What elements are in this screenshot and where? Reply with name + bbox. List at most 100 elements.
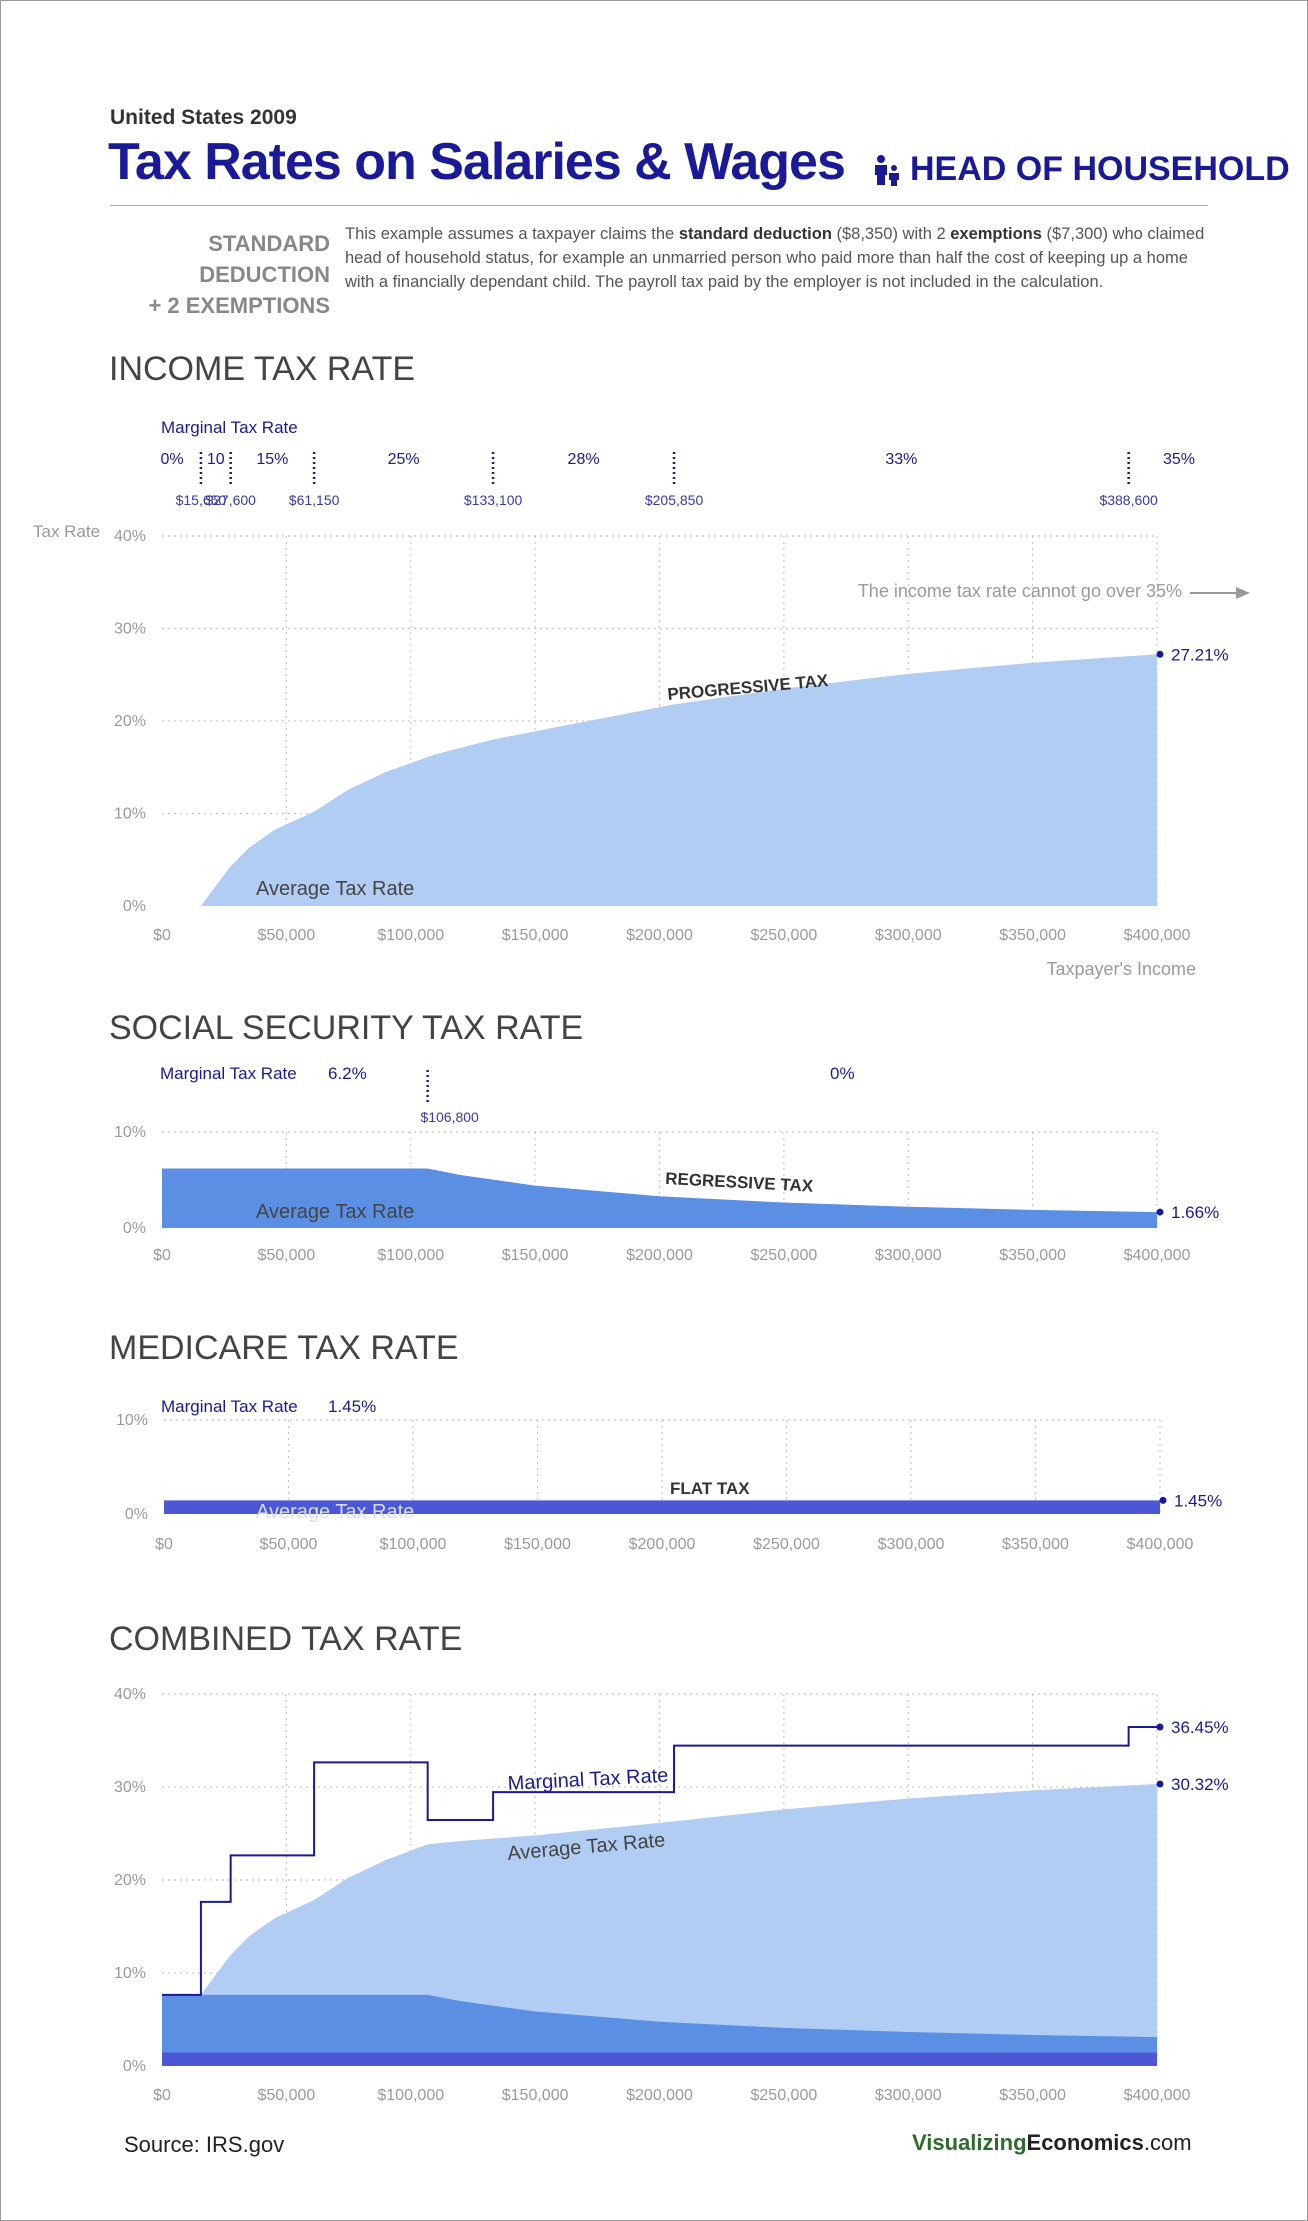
income-y-tick-label: 30%: [114, 621, 146, 638]
income-bracket-rate: 28%: [568, 451, 600, 468]
desc-part-2: ($8,350) with 2: [831, 225, 951, 243]
family-icon: [875, 154, 899, 186]
income-y-tick-label: 40%: [114, 528, 146, 545]
page-title: Tax Rates on Salaries & Wages: [108, 133, 846, 191]
medicare-x-tick-label: $350,000: [1002, 1536, 1069, 1553]
income-x-tick-label: $300,000: [875, 927, 942, 944]
medicare-average-label: Average Tax Rate: [256, 1501, 414, 1523]
description: This example assumes a taxpayer claims t…: [345, 222, 1215, 294]
income-x-tick-label: $350,000: [999, 927, 1066, 944]
combined-section-title: COMBINED TAX RATE: [109, 1620, 463, 1658]
combined-x-tick-label: $150,000: [502, 2087, 569, 2104]
desc-part-1: This example assumes a taxpayer claims t…: [345, 225, 679, 243]
medicare-end-dot: [1159, 1496, 1167, 1504]
social-x-tick-label: $150,000: [502, 1247, 569, 1264]
income-bracket-threshold: $388,600: [1099, 492, 1158, 508]
social-x-tick-label: $400,000: [1124, 1247, 1191, 1264]
combined-marginal-label: Marginal Tax Rate: [507, 1765, 669, 1795]
combined-y-tick-label: 20%: [114, 1872, 146, 1889]
source-note: Source: IRS.gov: [124, 2132, 285, 2157]
social-curve-label: REGRESSIVE TAX: [665, 1169, 814, 1196]
social-y-tick-label: 10%: [114, 1124, 146, 1141]
desc-part-3: ($7,300) who claimed head of household s…: [345, 225, 1205, 291]
social-x-tick-label: $300,000: [875, 1247, 942, 1264]
social-x-tick-label: $0: [153, 1247, 171, 1264]
combined-social-area: [162, 1994, 1157, 2066]
medicare-x-tick-label: $150,000: [504, 1536, 571, 1553]
filing-status: HEAD OF HOUSEHOLD: [872, 150, 1290, 189]
brand-part-3: .com: [1143, 2130, 1192, 2155]
combined-marginal-end-dot: [1156, 1723, 1164, 1731]
arrow-right-icon: [1236, 587, 1250, 599]
combined-x-tick-label: $400,000: [1124, 2087, 1191, 2104]
medicare-x-tick-label: $200,000: [629, 1536, 696, 1553]
income-x-tick-label: $50,000: [257, 927, 315, 944]
income-section-title: INCOME TAX RATE: [109, 350, 416, 388]
income-y-tick-label: 0%: [123, 898, 146, 915]
social-x-tick-label: $100,000: [377, 1247, 444, 1264]
header-divider: [110, 205, 1208, 206]
brand-part-1: Visualizing: [912, 2130, 1027, 2155]
deduction-line-1: STANDARD DEDUCTION: [199, 231, 330, 287]
combined-x-tick-label: $0: [153, 2087, 171, 2104]
medicare-end-value: 1.45%: [1174, 1491, 1222, 1510]
medicare-curve-label: FLAT TAX: [670, 1479, 750, 1498]
combined-y-tick-label: 30%: [114, 1779, 146, 1796]
combined-marginal-end-value: 36.45%: [1171, 1718, 1229, 1737]
medicare-x-tick-label: $250,000: [753, 1536, 820, 1553]
social-x-tick-label: $50,000: [257, 1247, 315, 1264]
medicare-x-tick-label: $300,000: [878, 1536, 945, 1553]
combined-y-tick-label: 10%: [114, 1965, 146, 1982]
income-bracket-rate: 33%: [885, 451, 917, 468]
income-bracket-rate: 35%: [1163, 451, 1195, 468]
income-bracket-threshold: $61,150: [289, 492, 340, 508]
brand-logo: VisualizingEconomics.com: [912, 2130, 1192, 2156]
supertitle: United States 2009: [110, 106, 297, 129]
income-bracket-rate: 15%: [256, 451, 288, 468]
social-x-tick-label: $250,000: [751, 1247, 818, 1264]
medicare-y-tick-label: 10%: [116, 1412, 148, 1429]
combined-x-tick-label: $200,000: [626, 2087, 693, 2104]
income-bracket-rate: 0%: [160, 451, 183, 468]
social-average-label: Average Tax Rate: [256, 1201, 414, 1223]
social-average-area: [162, 1168, 1157, 1228]
income-y-tick-label: 20%: [114, 713, 146, 730]
social-rate-low: 6.2%: [328, 1064, 367, 1083]
income-x-tick-label: $150,000: [502, 927, 569, 944]
social-x-tick-label: $350,000: [999, 1247, 1066, 1264]
combined-marginal-line: [162, 1726, 1157, 1996]
medicare-x-tick-label: $50,000: [260, 1536, 318, 1553]
social-x-tick-label: $200,000: [626, 1247, 693, 1264]
income-cap-note: The income tax rate cannot go over 35%: [858, 581, 1182, 601]
income-bracket-threshold: $133,100: [464, 492, 523, 508]
medicare-rate: 1.45%: [328, 1397, 377, 1416]
medicare-x-tick-label: $0: [155, 1536, 173, 1553]
medicare-section-title: MEDICARE TAX RATE: [109, 1329, 459, 1367]
desc-bold-2: exemptions: [950, 225, 1042, 243]
combined-x-tick-label: $50,000: [257, 2087, 315, 2104]
income-x-tick-label: $250,000: [751, 927, 818, 944]
social-bracket-threshold: $106,800: [420, 1109, 479, 1125]
income-average-label: Average Tax Rate: [256, 878, 414, 900]
deduction-line-2: + 2 EXEMPTIONS: [148, 293, 330, 318]
income-average-area: [162, 654, 1157, 906]
social-marginal-label: Marginal Tax Rate: [160, 1064, 297, 1083]
income-y-tick-label: 10%: [114, 806, 146, 823]
social-end-value: 1.66%: [1171, 1203, 1219, 1222]
deduction-box: STANDARD DEDUCTION + 2 EXEMPTIONS: [110, 228, 330, 321]
income-bracket-threshold: $27,600: [205, 492, 256, 508]
social-section-title: SOCIAL SECURITY TAX RATE: [109, 1009, 584, 1047]
combined-average-end-dot: [1156, 1780, 1164, 1788]
income-end-dot: [1156, 650, 1164, 658]
income-bracket-threshold: $205,850: [645, 492, 704, 508]
social-rate-high: 0%: [830, 1064, 855, 1083]
income-x-tick-label: $200,000: [626, 927, 693, 944]
combined-medicare-area: [162, 2052, 1157, 2066]
income-bracket-rate: 10: [207, 451, 225, 468]
combined-x-tick-label: $300,000: [875, 2087, 942, 2104]
income-marginal-label: Marginal Tax Rate: [161, 418, 298, 437]
combined-y-tick-label: 0%: [123, 2058, 146, 2075]
medicare-x-tick-label: $100,000: [380, 1536, 447, 1553]
income-x-tick-label: $400,000: [1124, 927, 1191, 944]
